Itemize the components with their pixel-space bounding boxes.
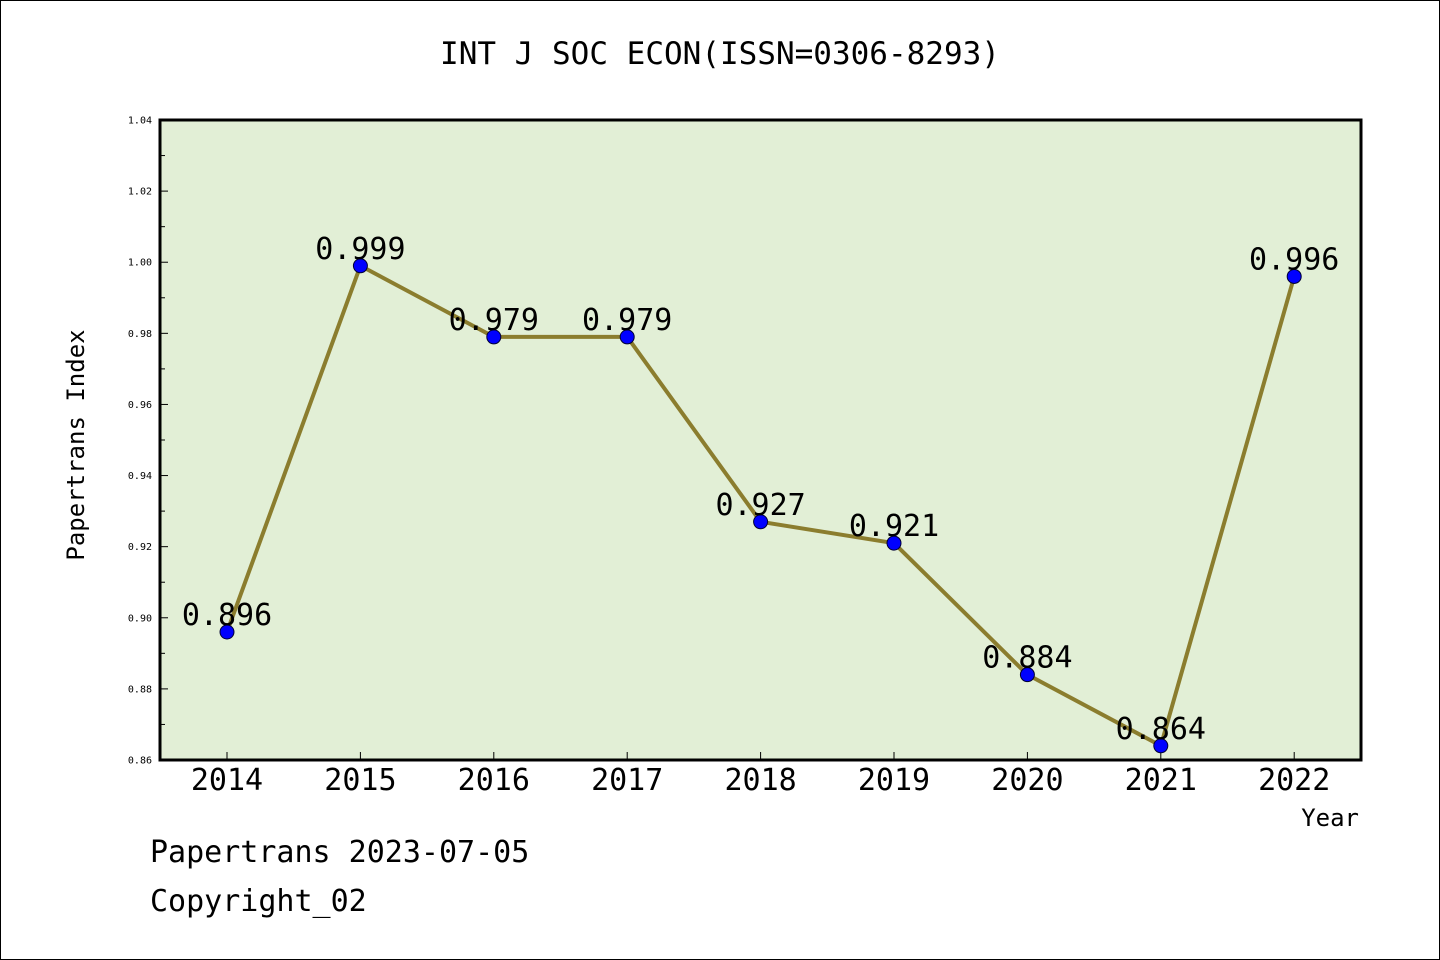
- y-tick-label: 0.86: [128, 756, 152, 767]
- x-tick-label: 2014: [191, 763, 263, 798]
- data-point: [753, 514, 769, 530]
- y-tick-label: 1.02: [128, 187, 152, 198]
- x-tick-label: 2016: [458, 763, 530, 798]
- x-axis: 2014 2015 2016 2017 2018 2019 2020 2021 2022: [191, 752, 1330, 798]
- y-tick-label: 0.88: [128, 684, 152, 695]
- footer-copyright: Copyright_02: [150, 884, 367, 919]
- data-label: 0.999: [315, 232, 405, 267]
- data-labels: 0.896 0.999 0.979 0.979 0.927 0.921 0.884 0.864…: [182, 232, 1340, 747]
- x-tick-label: 2021: [1125, 763, 1197, 798]
- data-point: [1019, 667, 1035, 683]
- data-label: 0.927: [715, 488, 805, 523]
- y-axis: 0.86 0.88 0.90 0.92 0.94 0.96 0.98 1.00 1.02 1.04: [128, 116, 168, 767]
- x-tick-label: 2022: [1258, 763, 1330, 798]
- x-tick-label: 2020: [991, 763, 1063, 798]
- data-point: [886, 535, 902, 551]
- footer-date: Papertrans 2023-07-05: [150, 835, 530, 870]
- data-label: 0.884: [982, 641, 1072, 676]
- x-tick-label: 2015: [324, 763, 396, 798]
- y-tick-label: 0.94: [128, 471, 152, 482]
- x-tick-label: 2018: [724, 763, 796, 798]
- data-points: [219, 258, 1302, 754]
- y-tick-label: 1.04: [128, 116, 152, 127]
- y-tick-label: 0.96: [128, 400, 152, 411]
- y-tick-label: 1.00: [128, 258, 152, 269]
- data-label: 0.979: [582, 303, 672, 338]
- y-tick-label: 0.98: [128, 329, 152, 340]
- data-label: 0.996: [1249, 242, 1339, 277]
- y-tick-label: 0.90: [128, 613, 152, 624]
- x-tick-label: 2019: [858, 763, 930, 798]
- data-label: 0.921: [849, 509, 939, 544]
- plot-area: [158, 118, 1363, 762]
- y-axis-label: Papertrans Index: [62, 329, 90, 560]
- y-tick-label: 0.92: [128, 542, 152, 553]
- x-axis-label: Year: [1301, 804, 1359, 832]
- data-point: [486, 329, 502, 345]
- chart-title: INT J SOC ECON(ISSN=0306-8293): [440, 36, 1000, 72]
- x-tick-label: 2017: [591, 763, 663, 798]
- data-label: 0.979: [449, 303, 539, 338]
- data-point: [1286, 268, 1302, 284]
- data-point: [619, 329, 635, 345]
- data-label: 0.896: [182, 598, 272, 633]
- data-point: [219, 624, 235, 640]
- data-point: [352, 258, 368, 274]
- data-point: [1153, 738, 1169, 754]
- data-label: 0.864: [1116, 712, 1206, 747]
